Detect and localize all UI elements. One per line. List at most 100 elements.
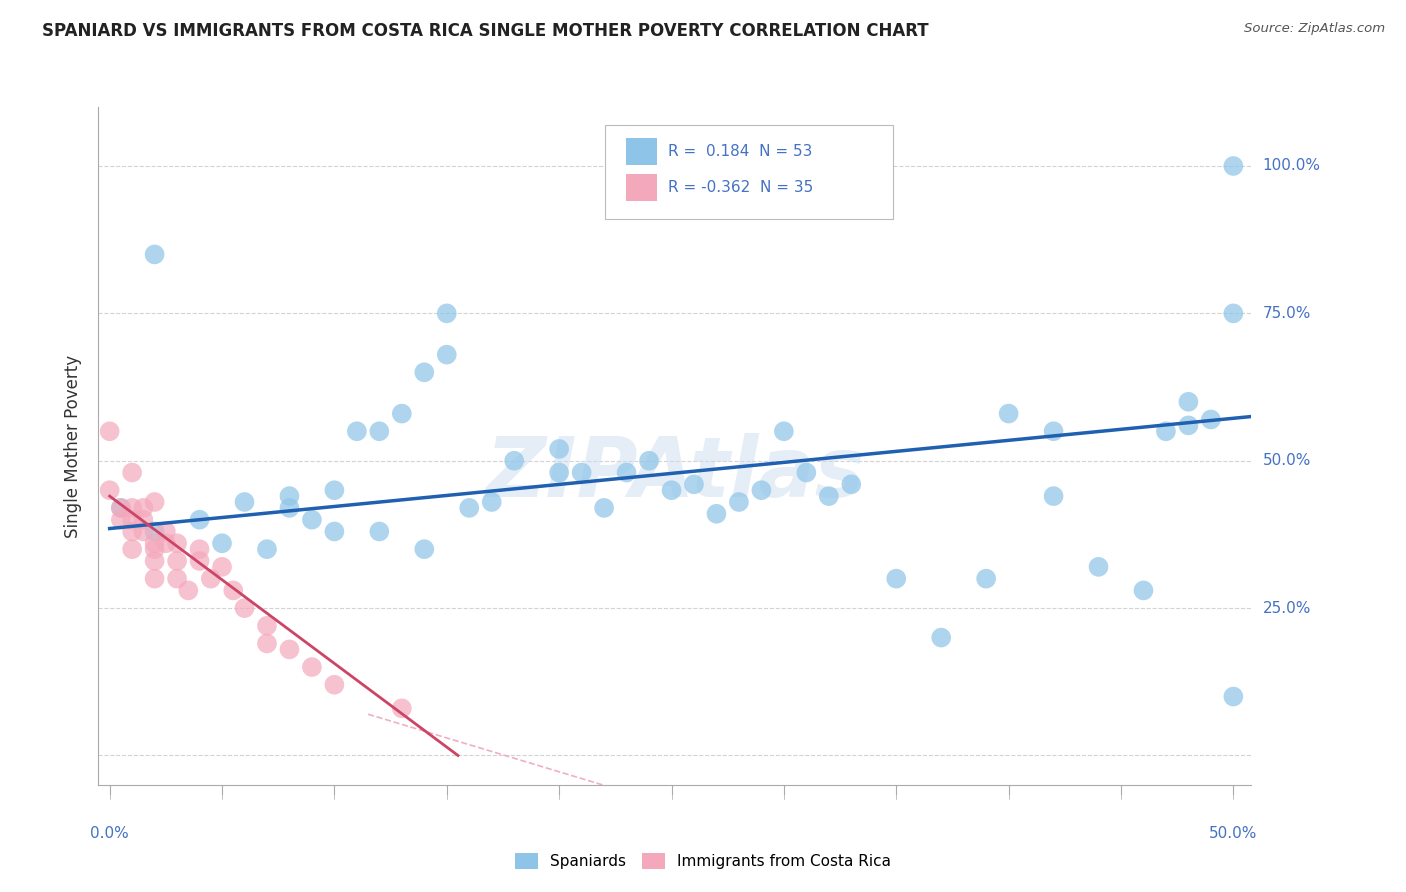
Point — [143, 542, 166, 557]
Point — [436, 306, 458, 320]
Point — [1222, 690, 1244, 704]
Text: 75.0%: 75.0% — [1263, 306, 1310, 321]
Point — [143, 247, 166, 261]
Point — [278, 489, 301, 503]
Text: ZIPAtlas: ZIPAtlas — [485, 433, 865, 514]
Point — [98, 424, 121, 438]
Point — [796, 466, 818, 480]
Point — [256, 636, 278, 650]
Point — [110, 513, 132, 527]
Point — [413, 365, 436, 379]
Point — [884, 572, 907, 586]
Point — [132, 524, 155, 539]
Point — [155, 524, 177, 539]
Point — [233, 601, 256, 615]
Point — [110, 500, 132, 515]
Point — [143, 524, 166, 539]
Point — [593, 500, 616, 515]
Point — [661, 483, 683, 498]
Point — [211, 559, 233, 574]
Point — [1154, 424, 1177, 438]
Point — [773, 424, 796, 438]
Y-axis label: Single Mother Poverty: Single Mother Poverty — [65, 354, 83, 538]
Text: 50.0%: 50.0% — [1209, 826, 1257, 841]
Point — [256, 619, 278, 633]
Point — [211, 536, 233, 550]
Point — [166, 572, 188, 586]
Point — [98, 483, 121, 498]
Point — [188, 513, 211, 527]
Point — [616, 466, 638, 480]
Point — [143, 495, 166, 509]
Point — [121, 542, 143, 557]
Point — [121, 466, 143, 480]
Point — [323, 483, 346, 498]
Point — [1177, 394, 1199, 409]
Point — [132, 513, 155, 527]
Point — [143, 554, 166, 568]
Point — [1177, 418, 1199, 433]
Point — [278, 500, 301, 515]
Point — [121, 500, 143, 515]
Point — [222, 583, 245, 598]
Point — [413, 542, 436, 557]
Point — [751, 483, 773, 498]
Point — [256, 542, 278, 557]
Point — [1132, 583, 1154, 598]
Text: 25.0%: 25.0% — [1263, 600, 1310, 615]
Text: 50.0%: 50.0% — [1263, 453, 1310, 468]
Point — [368, 524, 391, 539]
Point — [278, 642, 301, 657]
Point — [143, 572, 166, 586]
Point — [143, 536, 166, 550]
Point — [839, 477, 862, 491]
Point — [1222, 306, 1244, 320]
Point — [1042, 489, 1064, 503]
Point — [458, 500, 481, 515]
Point — [997, 407, 1019, 421]
Point — [630, 144, 652, 158]
Point — [166, 536, 188, 550]
Point — [177, 583, 200, 598]
Point — [683, 477, 706, 491]
Point — [368, 424, 391, 438]
Point — [548, 442, 571, 456]
Point — [233, 495, 256, 509]
Point — [630, 179, 652, 194]
Point — [503, 454, 526, 468]
Point — [155, 536, 177, 550]
Point — [974, 572, 997, 586]
Point — [121, 524, 143, 539]
Text: 100.0%: 100.0% — [1263, 159, 1320, 173]
Point — [571, 466, 593, 480]
Text: R =  0.184  N = 53: R = 0.184 N = 53 — [668, 145, 813, 159]
Point — [166, 554, 188, 568]
Point — [391, 701, 413, 715]
Text: Source: ZipAtlas.com: Source: ZipAtlas.com — [1244, 22, 1385, 36]
Point — [323, 524, 346, 539]
Point — [188, 542, 211, 557]
Point — [436, 348, 458, 362]
Point — [188, 554, 211, 568]
Point — [929, 631, 952, 645]
Point — [301, 660, 323, 674]
Point — [481, 495, 503, 509]
Point — [323, 678, 346, 692]
Point — [200, 572, 222, 586]
Point — [638, 454, 661, 468]
Point — [121, 513, 143, 527]
Text: 0.0%: 0.0% — [90, 826, 129, 841]
Point — [728, 495, 751, 509]
Text: SPANIARD VS IMMIGRANTS FROM COSTA RICA SINGLE MOTHER POVERTY CORRELATION CHART: SPANIARD VS IMMIGRANTS FROM COSTA RICA S… — [42, 22, 929, 40]
Point — [1222, 159, 1244, 173]
Point — [1199, 412, 1222, 426]
Legend: Spaniards, Immigrants from Costa Rica: Spaniards, Immigrants from Costa Rica — [509, 847, 897, 875]
Point — [391, 407, 413, 421]
Text: R = -0.362  N = 35: R = -0.362 N = 35 — [668, 180, 813, 194]
Point — [1087, 559, 1109, 574]
Point — [301, 513, 323, 527]
Point — [817, 489, 839, 503]
Point — [706, 507, 728, 521]
Point — [548, 466, 571, 480]
Point — [1042, 424, 1064, 438]
